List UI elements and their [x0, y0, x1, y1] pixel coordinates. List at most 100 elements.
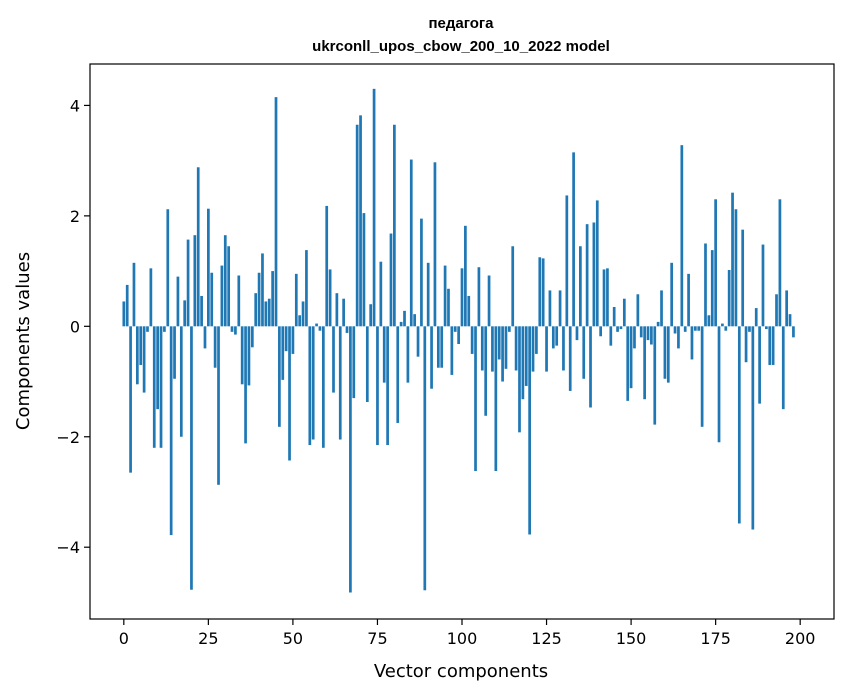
bar: [369, 304, 373, 327]
bar: [250, 326, 254, 348]
bar: [294, 273, 298, 327]
bar: [430, 326, 433, 389]
bar: [521, 326, 525, 400]
bar: [132, 262, 136, 327]
bar: [399, 321, 403, 327]
bar: [464, 225, 467, 327]
bar: [213, 326, 217, 368]
bar: [579, 246, 582, 327]
bar: [122, 301, 126, 327]
bar: [365, 326, 369, 402]
bar: [792, 326, 795, 338]
x-tick-label: 175: [700, 629, 731, 648]
bar: [379, 261, 383, 327]
bar: [359, 115, 362, 327]
bar: [460, 268, 464, 327]
bar: [125, 284, 129, 327]
bar: [704, 243, 707, 327]
bar: [328, 269, 332, 327]
bar: [497, 326, 501, 360]
bar: [470, 326, 474, 354]
bar: [325, 205, 329, 327]
bar: [450, 326, 454, 375]
bar: [254, 293, 258, 327]
bar: [308, 326, 312, 446]
bar: [338, 326, 342, 440]
bar: [714, 199, 717, 327]
bar: [193, 235, 197, 327]
bar: [247, 326, 251, 386]
bar: [744, 326, 748, 363]
x-tick-label: 25: [198, 629, 218, 648]
bar: [673, 326, 677, 334]
bar: [352, 326, 356, 399]
bar: [342, 298, 345, 327]
bar: [589, 326, 592, 408]
x-tick-label: 200: [785, 629, 816, 648]
bar: [707, 315, 711, 327]
bar: [200, 295, 203, 327]
bar: [474, 326, 477, 471]
bar: [443, 265, 447, 327]
bar: [291, 326, 295, 354]
bar: [717, 326, 721, 443]
bar: [311, 326, 315, 440]
bar: [734, 209, 738, 327]
bar: [196, 167, 200, 327]
bar: [721, 323, 724, 327]
bar: [595, 200, 599, 327]
bar: [633, 326, 636, 349]
bar: [568, 326, 572, 391]
bar: [599, 326, 603, 337]
bar: [748, 326, 751, 332]
bar: [284, 326, 288, 352]
bar: [697, 326, 701, 331]
bar: [156, 326, 159, 410]
bar: [727, 269, 731, 327]
bar: [274, 97, 278, 327]
bar: [420, 218, 423, 327]
bar: [666, 326, 670, 383]
bar: [389, 233, 393, 327]
y-tick-label: 2: [70, 207, 80, 226]
bar: [261, 253, 264, 327]
bar: [646, 326, 650, 341]
bar: [653, 326, 657, 425]
bar: [511, 246, 515, 327]
y-tick-label: 0: [70, 317, 80, 336]
y-axis-label: Components values: [13, 252, 34, 430]
bar: [582, 326, 586, 379]
bar: [572, 152, 575, 327]
bar: [240, 326, 244, 385]
bar: [396, 326, 400, 423]
bar: [487, 275, 491, 327]
bar: [403, 310, 406, 327]
bar: [548, 290, 552, 327]
bar: [683, 326, 687, 332]
bar: [710, 250, 714, 327]
bar: [298, 315, 302, 327]
bar: [778, 199, 782, 327]
bar: [335, 293, 339, 327]
bar: [592, 222, 596, 327]
bar: [227, 246, 231, 327]
bar: [565, 195, 569, 327]
bar: [142, 326, 146, 393]
x-tick-label: 125: [531, 629, 562, 648]
bar: [619, 326, 623, 330]
bar: [332, 326, 335, 393]
bar: [693, 326, 697, 331]
bar: [731, 192, 734, 327]
bar: [349, 326, 352, 593]
bar: [494, 326, 498, 471]
bar: [409, 159, 413, 327]
bar: [376, 326, 379, 446]
bar: [538, 257, 542, 327]
bar: [135, 326, 139, 385]
bar: [372, 88, 376, 327]
bar: [687, 273, 690, 327]
bar: [528, 326, 531, 535]
bar: [551, 326, 555, 349]
bar: [788, 314, 792, 327]
